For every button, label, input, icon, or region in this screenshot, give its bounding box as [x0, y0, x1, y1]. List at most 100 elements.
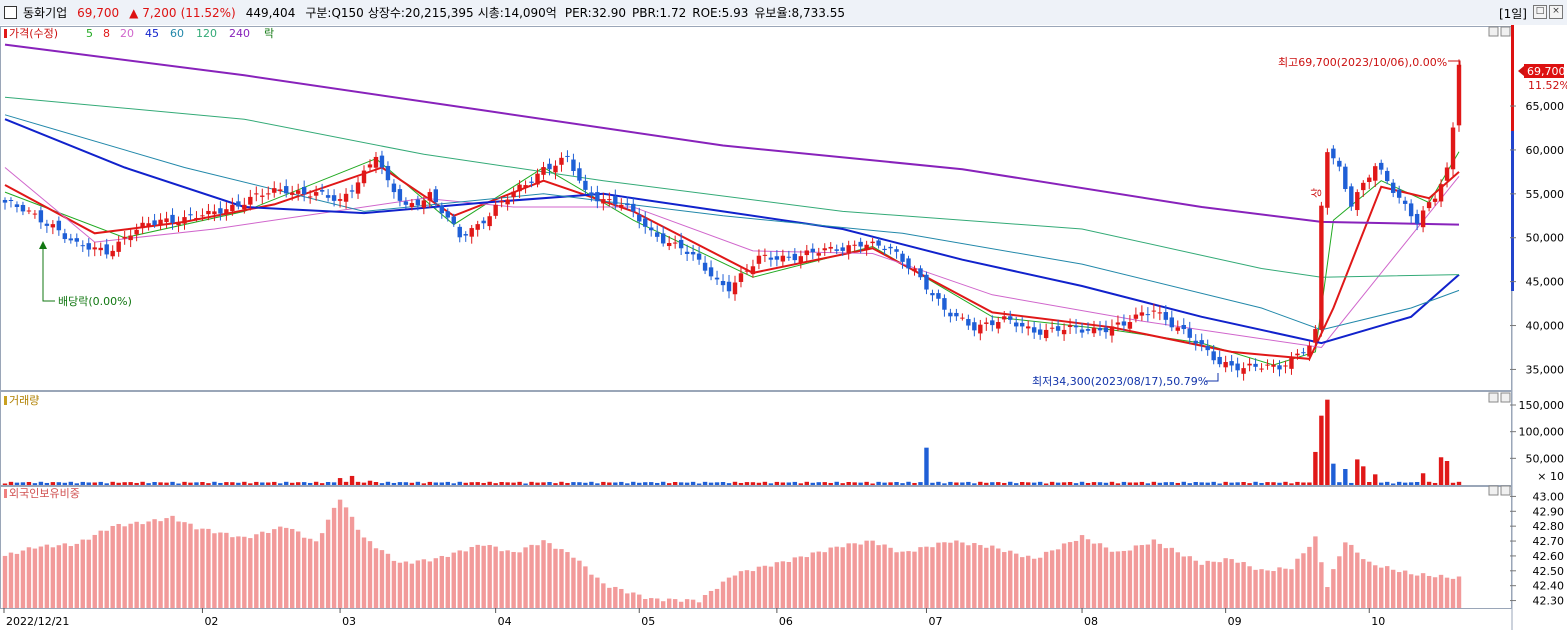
period-selector[interactable]: [1일]	[1498, 7, 1527, 21]
volume-bar	[1432, 482, 1438, 485]
foreign-bar	[786, 561, 792, 608]
market-cap: 시총:14,090억	[477, 6, 557, 20]
candle-body	[1085, 329, 1091, 331]
candle-body	[708, 267, 714, 277]
foreign-bar	[744, 570, 750, 608]
foreign-bar	[1265, 570, 1270, 608]
candle-body	[948, 312, 953, 317]
volume-bar	[1420, 473, 1426, 485]
foreign-bar	[768, 566, 774, 608]
close-icon[interactable]: ×	[1549, 5, 1563, 19]
foreign-bar	[421, 559, 427, 608]
volume-bar	[1091, 482, 1097, 485]
foreign-bar	[230, 537, 235, 608]
foreign-bar	[110, 525, 115, 608]
volume-bar	[726, 483, 732, 485]
volume-bar	[774, 481, 780, 485]
volume-panel: 150,000 100,000 50,000 × 10	[2, 399, 1564, 485]
volume-bar	[1043, 483, 1049, 485]
last-price-marker: 69,700 11.52%	[1518, 64, 1567, 92]
foreign-bar	[1319, 562, 1324, 608]
foreign-bar	[290, 528, 295, 608]
candle-body	[786, 256, 792, 258]
candle-body	[625, 203, 630, 206]
volume-bar	[1229, 482, 1234, 485]
candle-body	[756, 255, 762, 264]
foreign-bar	[888, 547, 893, 608]
foreign-bar	[1379, 567, 1384, 608]
candle-body	[1163, 312, 1169, 320]
candle-body	[816, 253, 821, 256]
candle-body	[792, 253, 798, 261]
volume-bar	[44, 482, 50, 485]
candle-body	[379, 155, 385, 168]
foreign-bar	[1139, 545, 1145, 608]
candle-body	[1426, 202, 1432, 209]
foreign-bar	[26, 547, 32, 608]
candle-body	[1002, 316, 1007, 320]
candle-body	[499, 200, 504, 203]
foreign-bar	[182, 522, 187, 608]
candle-body	[1402, 200, 1408, 204]
foreign-bar	[1121, 550, 1127, 608]
foreign-bar	[978, 545, 983, 608]
foreign-bar	[68, 546, 74, 608]
volume-bar	[1349, 482, 1354, 485]
volume-bar	[894, 482, 899, 485]
volume-bar	[649, 482, 654, 485]
candle-body	[583, 180, 588, 190]
candle-body	[218, 208, 223, 214]
volume-bar	[176, 483, 181, 485]
candle-body	[1049, 327, 1055, 329]
select-checkbox[interactable]	[4, 6, 17, 19]
foreign-bar	[1367, 561, 1372, 608]
volume-bar	[260, 482, 265, 485]
candle-body	[176, 223, 181, 226]
foreign-bar	[349, 516, 355, 608]
candle-body	[1373, 166, 1378, 181]
volume-bar	[655, 482, 660, 485]
foreign-bar	[319, 533, 325, 608]
candle-body	[433, 189, 439, 203]
stock-chart[interactable]: 35,000 40,000 45,000 50,000 55,000 60,000 65,0…	[0, 25, 1567, 630]
candle-body	[140, 222, 145, 229]
volume-bar	[1367, 481, 1372, 485]
candle-body	[457, 226, 462, 238]
listed-shares: 상장수:20,215,395	[367, 6, 474, 20]
foreign-tick-label: 42.90	[1533, 505, 1565, 518]
volume-bar	[80, 481, 85, 485]
foreign-bar	[571, 557, 576, 608]
date-tick-label: 08	[1084, 615, 1098, 628]
foreign-bar	[690, 599, 696, 608]
candle-body	[1331, 148, 1336, 159]
foreign-bar	[517, 552, 522, 608]
volume-bar	[421, 483, 427, 485]
foreign-bar	[535, 545, 540, 608]
candle-body	[565, 155, 570, 157]
foreign-bar	[379, 550, 385, 608]
foreign-bar	[792, 557, 798, 608]
volume-bar	[26, 481, 32, 485]
candle-body	[1031, 327, 1037, 333]
foreign-bar	[1169, 547, 1174, 608]
foreign-bar	[1115, 551, 1121, 608]
foreign-bar	[355, 529, 361, 608]
candle-body	[1379, 162, 1384, 170]
volume-bar	[122, 482, 127, 485]
volume-bar	[906, 481, 911, 485]
candle-body	[720, 280, 726, 286]
panel-buttons[interactable]	[1488, 26, 1511, 496]
volume-bar	[1301, 482, 1306, 485]
volume-bar	[660, 481, 666, 485]
minimize-icon[interactable]: □	[1533, 5, 1547, 19]
foreign-bar	[1414, 575, 1420, 608]
foreign-bar	[660, 601, 666, 608]
foreign-tick-label: 42.30	[1533, 595, 1565, 608]
foreign-bar	[1109, 551, 1115, 608]
volume-bar	[1444, 461, 1450, 485]
candle-body	[828, 246, 833, 249]
low-annotation: 최저34,300(2023/08/17),50.79%	[1032, 373, 1219, 388]
candle-body	[553, 165, 558, 173]
volume-bar	[828, 482, 833, 485]
foreign-bar	[1438, 574, 1444, 608]
